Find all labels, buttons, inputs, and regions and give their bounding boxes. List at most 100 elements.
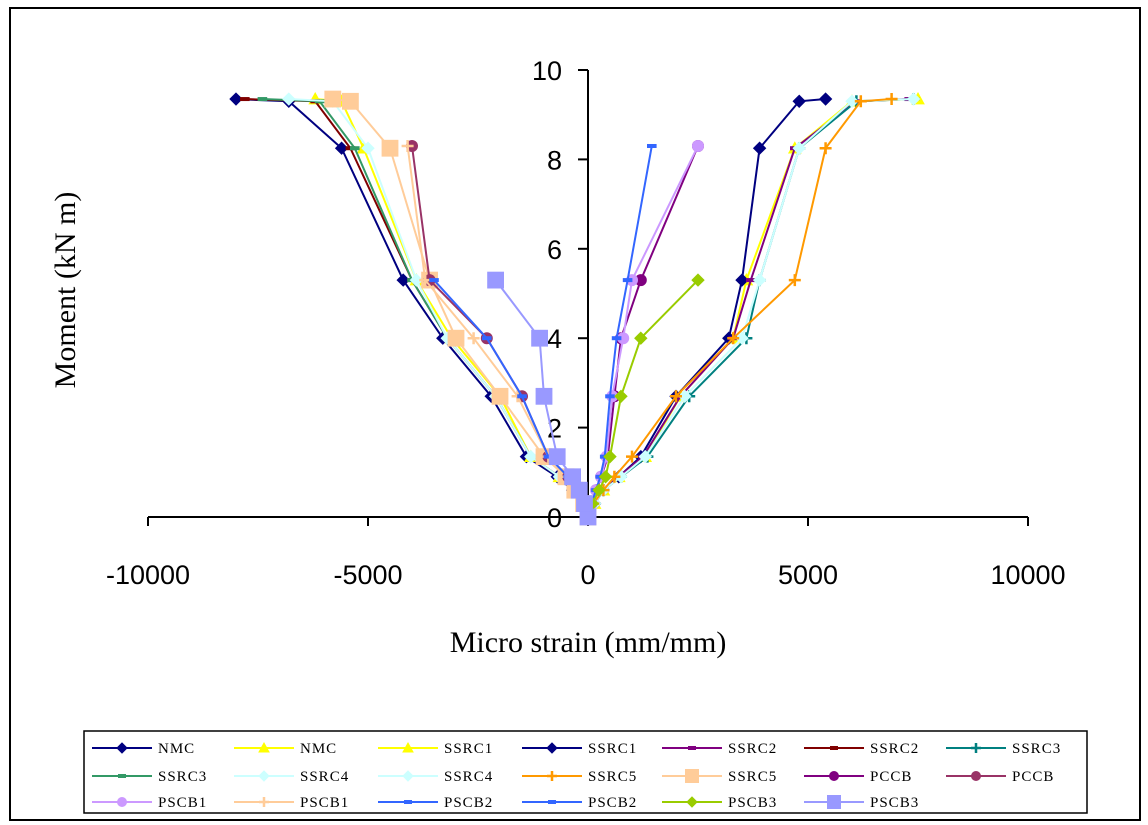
data-point xyxy=(634,274,647,287)
data-point xyxy=(259,797,269,807)
data-point xyxy=(570,481,588,499)
data-point xyxy=(342,92,359,110)
series-18 xyxy=(581,273,705,524)
data-point xyxy=(381,139,399,157)
legend-label: SSRC2 xyxy=(870,741,919,757)
data-point xyxy=(404,800,412,804)
legend-item: SSRC3 xyxy=(92,769,206,785)
data-point xyxy=(638,449,652,464)
data-point xyxy=(906,92,921,106)
data-point xyxy=(692,139,704,152)
data-point xyxy=(350,146,360,151)
legend-item: PSCB2 xyxy=(378,795,492,811)
x-tick-label: 5000 xyxy=(778,560,838,590)
data-point xyxy=(670,390,682,403)
y-axis-ticks: 0 2 4 6 8 10 xyxy=(532,56,588,533)
data-point xyxy=(117,797,127,807)
legend-label: NMC xyxy=(300,741,337,757)
legend-item: NMC xyxy=(92,741,195,757)
legend-label: SSRC1 xyxy=(444,741,493,757)
data-point xyxy=(598,470,613,484)
data-point xyxy=(491,387,509,405)
data-point xyxy=(735,331,749,345)
legend-label: PCCB xyxy=(870,769,912,785)
data-point xyxy=(830,746,838,750)
y-tick-label: 2 xyxy=(547,414,562,444)
legend-item: PSCB1 xyxy=(92,795,207,811)
data-point xyxy=(827,795,841,809)
legend-label: PSCB1 xyxy=(158,795,207,811)
y-tick-label: 4 xyxy=(547,324,562,354)
y-tick-label: 8 xyxy=(547,145,562,175)
data-point xyxy=(118,774,126,778)
data-point xyxy=(282,92,296,106)
data-point xyxy=(845,94,859,108)
x-axis-title: Micro strain (mm/mm) xyxy=(450,626,727,659)
legend-item: SSRC4 xyxy=(234,769,349,785)
data-point xyxy=(688,746,696,750)
data-point xyxy=(752,141,767,155)
x-tick-label: -10000 xyxy=(106,560,190,590)
y-tick-label: 10 xyxy=(532,56,562,86)
data-point xyxy=(564,468,581,486)
data-point xyxy=(647,143,657,148)
data-point xyxy=(691,273,705,287)
data-point xyxy=(531,329,548,347)
legend-item: SSRC5 xyxy=(522,769,637,785)
data-point xyxy=(614,389,628,404)
data-point xyxy=(361,141,375,155)
legend-label: SSRC1 xyxy=(588,741,637,757)
series-line xyxy=(587,98,910,518)
data-point xyxy=(258,741,270,753)
data-point xyxy=(409,273,424,287)
legend-label: SSRC5 xyxy=(728,769,777,785)
legend-item: PCCB xyxy=(946,769,1053,785)
legend-item: SSRC2 xyxy=(662,741,776,757)
data-point xyxy=(727,332,740,345)
legend-item: PSCB3 xyxy=(804,795,919,811)
data-point xyxy=(622,278,633,283)
data-point xyxy=(818,92,833,106)
legend-item: PSCB1 xyxy=(234,795,349,811)
data-point xyxy=(429,278,439,283)
data-point xyxy=(788,274,801,287)
data-point xyxy=(685,769,699,783)
legend-label: NMC xyxy=(158,741,195,757)
data-point xyxy=(402,770,414,782)
data-point xyxy=(605,394,615,399)
legend-item: SSRC1 xyxy=(522,741,637,757)
data-point xyxy=(792,94,806,108)
legend: NMC NMC SSRC1 SSRC1 SSRC2 SSRC2 SSRC3 SSRC3 SSRC… xyxy=(92,741,1060,811)
x-tick-label: 10000 xyxy=(990,560,1065,590)
legend-box xyxy=(83,730,1088,814)
data-point xyxy=(626,450,638,463)
data-point xyxy=(546,742,558,754)
data-point xyxy=(603,449,617,464)
x-axis-ticks: -10000 -5000 0 5000 10000 xyxy=(106,517,1066,590)
data-point xyxy=(971,771,981,781)
data-point xyxy=(524,449,538,464)
data-point xyxy=(611,336,622,341)
legend-label: SSRC5 xyxy=(588,769,637,785)
data-point xyxy=(579,508,597,526)
series-19 xyxy=(487,271,597,526)
data-point xyxy=(792,141,806,155)
data-point xyxy=(752,273,767,287)
data-point xyxy=(447,329,465,347)
chart-border xyxy=(9,7,1141,821)
data-point xyxy=(401,139,414,152)
legend-label: SSRC4 xyxy=(300,769,349,785)
data-point xyxy=(535,387,553,405)
series-13 xyxy=(406,139,594,523)
data-point xyxy=(617,332,630,345)
x-tick-label: 0 xyxy=(580,560,595,590)
legend-label: PSCB1 xyxy=(300,795,349,811)
data-point xyxy=(467,332,480,345)
data-point xyxy=(324,90,342,108)
legend-item: SSRC2 xyxy=(804,741,919,757)
legend-label: PSCB3 xyxy=(870,795,919,811)
data-point xyxy=(885,93,898,106)
data-point xyxy=(402,741,414,753)
